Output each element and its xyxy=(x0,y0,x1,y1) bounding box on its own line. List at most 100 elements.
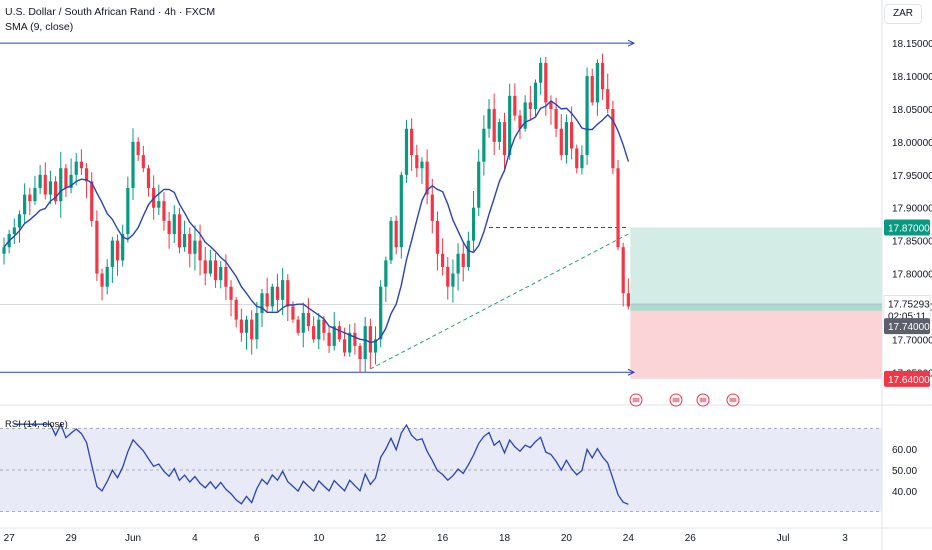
candle xyxy=(528,85,532,120)
candle xyxy=(518,110,522,140)
candle xyxy=(64,163,68,198)
candle-body xyxy=(446,266,450,287)
target-price-tag: 17.87000 xyxy=(888,223,930,234)
economic-event-icon xyxy=(629,393,643,407)
candle-body xyxy=(270,286,274,307)
candle xyxy=(446,257,450,300)
candle xyxy=(69,158,73,194)
candle xyxy=(513,83,517,121)
candle-body xyxy=(502,122,507,156)
candle-body xyxy=(482,128,486,162)
candle-body xyxy=(126,187,130,235)
candle xyxy=(384,256,388,303)
entry-price-tag: 17.74000 xyxy=(888,322,930,333)
time-tick-label: 4 xyxy=(192,533,198,544)
price-tick-label: 17.95000 xyxy=(892,171,932,182)
candle xyxy=(43,162,47,200)
time-tick-label: 18 xyxy=(499,533,511,544)
candle xyxy=(157,184,161,216)
candle xyxy=(533,79,538,118)
candle-body xyxy=(595,62,599,103)
economic-event-icon xyxy=(726,393,740,407)
candle-body xyxy=(404,128,409,175)
candle xyxy=(100,268,104,301)
candle xyxy=(502,112,507,173)
candle xyxy=(208,249,212,277)
candle-body xyxy=(549,102,553,109)
candle xyxy=(79,149,83,175)
candle xyxy=(523,95,527,132)
candle xyxy=(404,119,409,183)
candle-body xyxy=(17,214,22,228)
candle xyxy=(250,310,254,355)
time-tick-label: 20 xyxy=(561,533,573,544)
candle-body xyxy=(420,161,424,169)
candle-body xyxy=(208,260,212,274)
candle xyxy=(539,57,543,95)
time-tick-label: 10 xyxy=(313,533,325,544)
candle-body xyxy=(337,326,341,340)
candle-body xyxy=(28,194,32,202)
candle-body xyxy=(322,319,326,333)
candle xyxy=(255,301,259,349)
candle-body xyxy=(69,174,73,188)
candle-body xyxy=(141,155,145,169)
price-tick-label: 17.70000 xyxy=(892,335,932,346)
candle-body xyxy=(626,293,630,307)
candle-body xyxy=(358,345,362,360)
currency-button[interactable]: ZAR xyxy=(884,4,922,24)
candle-body xyxy=(131,141,135,188)
candle xyxy=(38,164,42,195)
candle xyxy=(17,210,22,243)
candle-body xyxy=(430,194,434,221)
candle-body xyxy=(177,214,182,248)
price-tick-label: 18.10000 xyxy=(892,72,932,83)
candle xyxy=(286,274,290,322)
candle xyxy=(131,128,135,201)
candle-body xyxy=(33,187,37,202)
candle xyxy=(508,83,512,160)
candle-body xyxy=(554,108,558,129)
candle-body xyxy=(255,313,259,340)
candle-body xyxy=(193,240,197,254)
candle xyxy=(477,149,481,217)
time-tick-label: 16 xyxy=(437,533,449,544)
candle-body xyxy=(115,240,120,261)
candle xyxy=(12,218,16,245)
candle-body xyxy=(477,161,481,208)
candle-body xyxy=(528,102,532,109)
economic-event-icon xyxy=(696,393,710,407)
candle-body xyxy=(54,181,58,202)
candle xyxy=(33,175,37,205)
candle xyxy=(441,238,445,276)
rsi-pane[interactable] xyxy=(0,422,882,513)
candle-body xyxy=(415,155,419,169)
candle xyxy=(183,220,187,252)
rsi-tick-label: 60.00 xyxy=(892,445,917,456)
candle-body xyxy=(410,128,414,156)
candle xyxy=(317,312,321,350)
candle xyxy=(621,242,625,307)
candle xyxy=(84,163,89,199)
candle-body xyxy=(363,326,367,360)
candle xyxy=(368,318,372,369)
candle-body xyxy=(600,62,605,90)
channel-top-arrow xyxy=(627,39,636,47)
candle xyxy=(389,217,393,264)
candle-body xyxy=(172,214,176,235)
candle xyxy=(549,95,553,125)
candle xyxy=(141,145,145,173)
candle-body xyxy=(188,234,192,254)
candle xyxy=(451,259,455,303)
sma-line xyxy=(3,99,630,344)
candle-body xyxy=(435,220,440,254)
candle-body xyxy=(229,286,233,300)
candle-body xyxy=(451,273,455,287)
candle xyxy=(337,321,341,342)
candle xyxy=(590,68,594,106)
candle xyxy=(54,176,58,205)
rsi-tick-label: 50.00 xyxy=(892,466,917,477)
channel-bottom-arrow xyxy=(627,368,636,376)
